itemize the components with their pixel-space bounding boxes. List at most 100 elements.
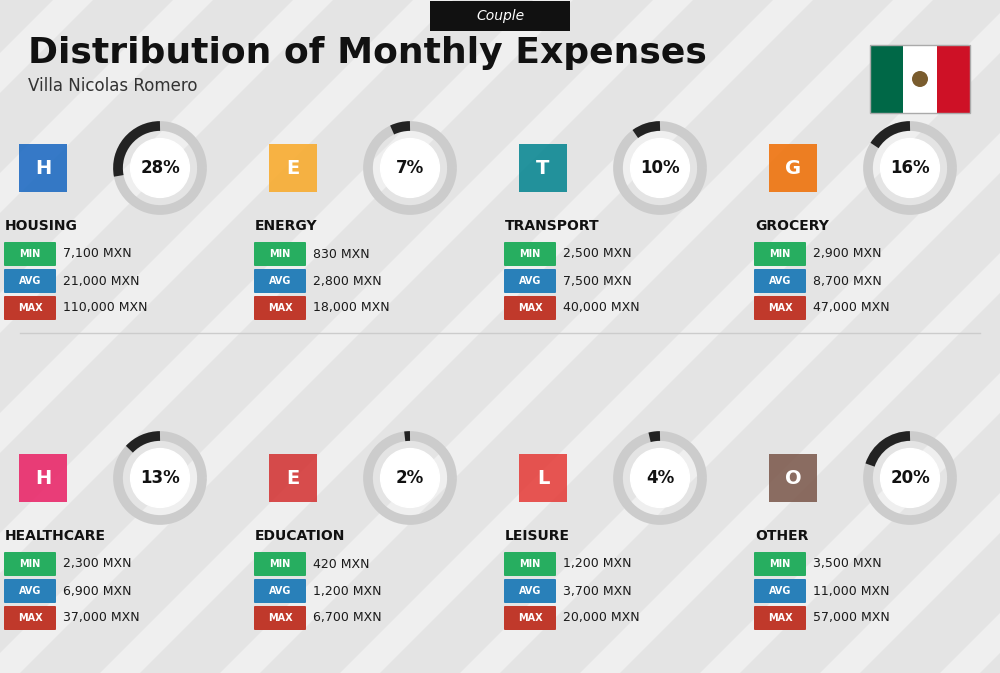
FancyBboxPatch shape <box>504 242 556 266</box>
Text: 2,800 MXN: 2,800 MXN <box>313 275 382 287</box>
Text: ENERGY: ENERGY <box>255 219 318 233</box>
Text: EDUCATION: EDUCATION <box>255 529 345 543</box>
Bar <box>870 45 903 113</box>
Text: 2,900 MXN: 2,900 MXN <box>813 248 882 260</box>
Bar <box>769 144 817 192</box>
Text: Couple: Couple <box>476 9 524 23</box>
Text: MAX: MAX <box>768 303 792 313</box>
Circle shape <box>131 449 189 507</box>
Text: AVG: AVG <box>519 586 541 596</box>
Polygon shape <box>980 0 1000 673</box>
Polygon shape <box>0 0 53 673</box>
Text: Villa Nicolas Romero: Villa Nicolas Romero <box>28 77 198 95</box>
Text: 7,500 MXN: 7,500 MXN <box>563 275 632 287</box>
Text: 1,200 MXN: 1,200 MXN <box>563 557 632 571</box>
Text: 16%: 16% <box>890 159 930 177</box>
Text: 7,100 MXN: 7,100 MXN <box>63 248 132 260</box>
Text: AVG: AVG <box>269 276 291 286</box>
FancyBboxPatch shape <box>4 296 56 320</box>
Text: Distribution of Monthly Expenses: Distribution of Monthly Expenses <box>28 36 707 70</box>
Text: H: H <box>35 468 51 487</box>
Text: LEISURE: LEISURE <box>505 529 570 543</box>
Text: E: E <box>286 159 300 178</box>
Text: MIN: MIN <box>519 559 541 569</box>
Text: 20,000 MXN: 20,000 MXN <box>563 612 640 625</box>
Bar <box>769 454 817 502</box>
Text: 110,000 MXN: 110,000 MXN <box>63 302 148 314</box>
Text: AVG: AVG <box>19 276 41 286</box>
Text: 6,700 MXN: 6,700 MXN <box>313 612 382 625</box>
Text: G: G <box>785 159 801 178</box>
Text: 21,000 MXN: 21,000 MXN <box>63 275 140 287</box>
Text: HOUSING: HOUSING <box>5 219 78 233</box>
Circle shape <box>131 139 189 197</box>
FancyBboxPatch shape <box>504 552 556 576</box>
FancyBboxPatch shape <box>254 606 306 630</box>
Text: 13%: 13% <box>140 469 180 487</box>
Polygon shape <box>500 0 1000 673</box>
Bar <box>19 454 67 502</box>
Text: MIN: MIN <box>19 249 41 259</box>
Polygon shape <box>140 0 893 673</box>
Text: 20%: 20% <box>890 469 930 487</box>
Text: 37,000 MXN: 37,000 MXN <box>63 612 140 625</box>
Polygon shape <box>0 0 653 673</box>
Text: 7%: 7% <box>396 159 424 177</box>
Text: 57,000 MXN: 57,000 MXN <box>813 612 890 625</box>
Bar <box>269 454 317 502</box>
Text: AVG: AVG <box>19 586 41 596</box>
FancyBboxPatch shape <box>504 579 556 603</box>
Polygon shape <box>740 0 1000 673</box>
FancyBboxPatch shape <box>4 606 56 630</box>
Text: 420 MXN: 420 MXN <box>313 557 370 571</box>
Text: OTHER: OTHER <box>755 529 808 543</box>
FancyBboxPatch shape <box>4 242 56 266</box>
FancyBboxPatch shape <box>4 579 56 603</box>
FancyBboxPatch shape <box>254 579 306 603</box>
Text: MAX: MAX <box>18 303 42 313</box>
FancyBboxPatch shape <box>430 1 570 31</box>
Text: GROCERY: GROCERY <box>755 219 829 233</box>
Circle shape <box>881 139 939 197</box>
Text: MIN: MIN <box>269 249 291 259</box>
Text: AVG: AVG <box>769 586 791 596</box>
Polygon shape <box>860 0 1000 673</box>
Polygon shape <box>380 0 1000 673</box>
Text: L: L <box>537 468 549 487</box>
Text: 40,000 MXN: 40,000 MXN <box>563 302 640 314</box>
Text: 2,500 MXN: 2,500 MXN <box>563 248 632 260</box>
Text: T: T <box>536 159 550 178</box>
Polygon shape <box>0 0 173 673</box>
Text: MIN: MIN <box>269 559 291 569</box>
Text: 8,700 MXN: 8,700 MXN <box>813 275 882 287</box>
Text: MIN: MIN <box>519 249 541 259</box>
Bar <box>19 144 67 192</box>
Text: H: H <box>35 159 51 178</box>
Polygon shape <box>20 0 773 673</box>
FancyBboxPatch shape <box>504 296 556 320</box>
FancyBboxPatch shape <box>504 606 556 630</box>
Bar <box>269 144 317 192</box>
Text: MAX: MAX <box>518 303 542 313</box>
Polygon shape <box>620 0 1000 673</box>
FancyBboxPatch shape <box>254 296 306 320</box>
Polygon shape <box>0 0 413 673</box>
FancyBboxPatch shape <box>754 242 806 266</box>
Bar <box>937 45 970 113</box>
FancyBboxPatch shape <box>504 269 556 293</box>
FancyBboxPatch shape <box>754 579 806 603</box>
FancyBboxPatch shape <box>754 552 806 576</box>
FancyBboxPatch shape <box>754 296 806 320</box>
Text: 3,700 MXN: 3,700 MXN <box>563 584 632 598</box>
FancyBboxPatch shape <box>254 242 306 266</box>
Text: 6,900 MXN: 6,900 MXN <box>63 584 132 598</box>
Circle shape <box>381 139 439 197</box>
Text: MAX: MAX <box>18 613 42 623</box>
Circle shape <box>912 71 928 87</box>
Polygon shape <box>0 0 533 673</box>
Text: 28%: 28% <box>140 159 180 177</box>
Text: HEALTHCARE: HEALTHCARE <box>5 529 106 543</box>
Text: 18,000 MXN: 18,000 MXN <box>313 302 390 314</box>
Text: MAX: MAX <box>268 613 292 623</box>
Polygon shape <box>260 0 1000 673</box>
